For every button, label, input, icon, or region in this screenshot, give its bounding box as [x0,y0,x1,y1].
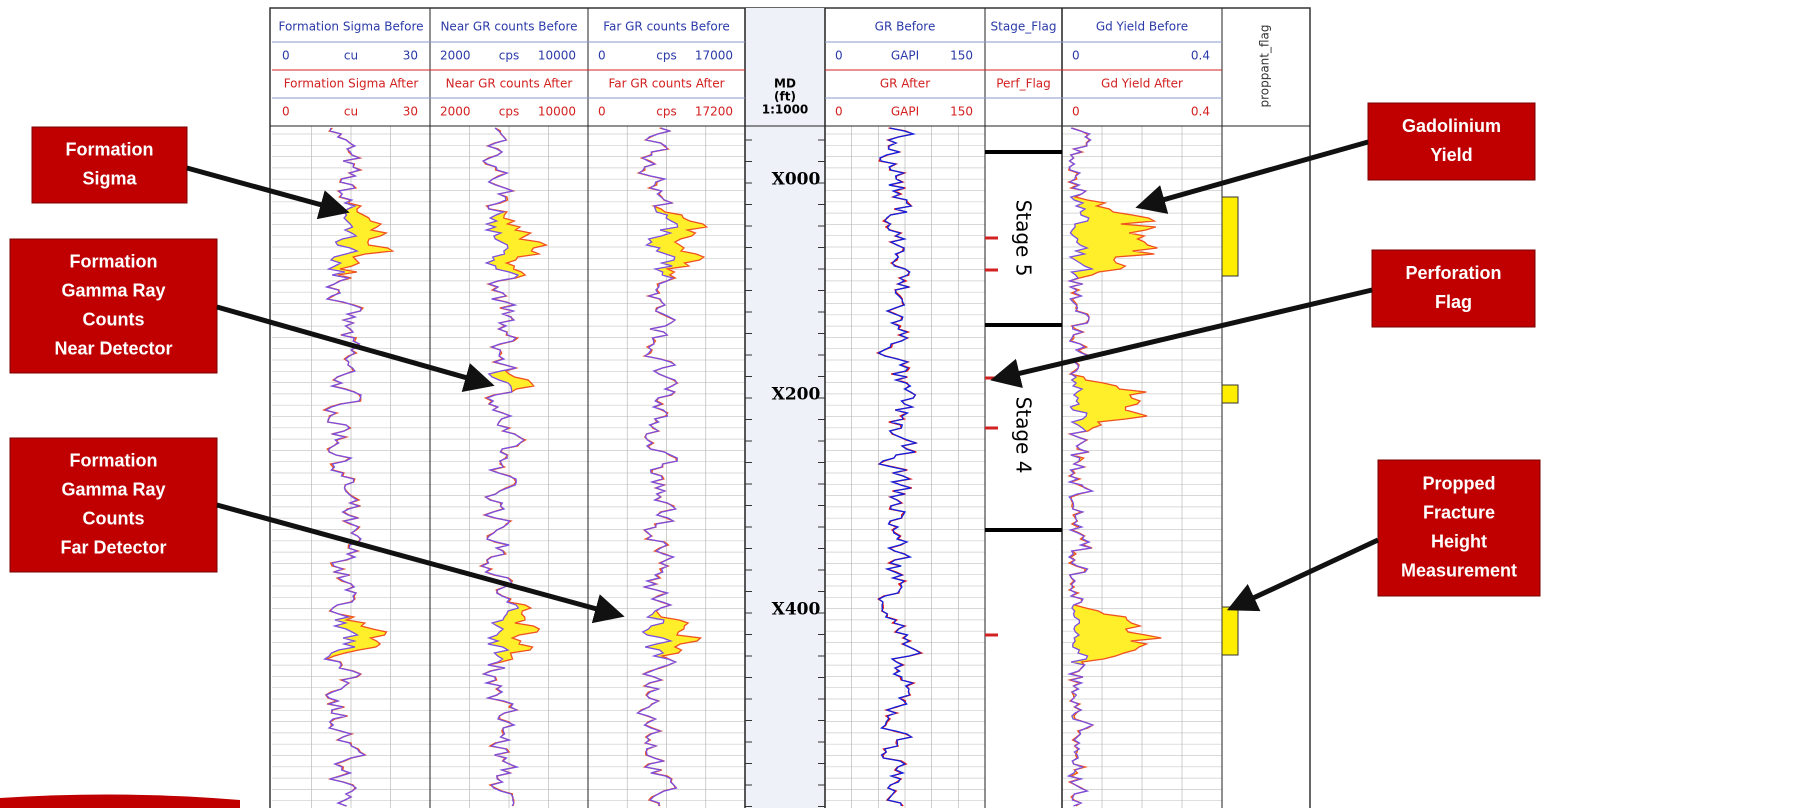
depth-header: MD [774,77,796,91]
annotation-box [1377,459,1541,597]
scale-label: cps [499,49,519,63]
scale-label: cps [656,105,676,119]
stage-label: Stage 5 [1012,200,1036,277]
scale-label: 0 [835,105,843,119]
annotation-arrow [1135,139,1369,214]
track-title: GR Before [875,20,936,34]
decor-swoosh [0,794,240,808]
scale-label: GAPI [891,105,919,119]
track-title: Perf_Flag [996,77,1051,91]
annotation-text: Formation [66,139,154,159]
scale-label: 0.4 [1191,105,1210,119]
annotations: Formation Sigma Formation Gamma Ray Counts Ne… [9,102,1541,624]
annotation-text: Yield [1430,145,1472,165]
scale-label: cps [656,49,676,63]
proppant-flag [1221,196,1239,277]
annotation-text: Formation [70,450,158,470]
curve-after [636,127,709,807]
track-title: GR After [880,77,930,91]
scale-label: 0.4 [1191,49,1210,63]
depth-header: 1:1000 [762,103,809,117]
annotation-text: Gamma Ray [61,479,165,499]
track-title: Near GR counts After [446,77,573,91]
annotation-text: Counts [83,309,145,329]
scale-label: 150 [950,49,973,63]
track-title: Near GR counts Before [440,20,577,34]
scale-label: cu [344,105,358,119]
annotation-text: Perforation [1405,263,1501,283]
proppant-flag [1221,384,1239,404]
curve-before [635,127,679,807]
annotation-text: Gadolinium [1402,116,1501,136]
scale-label: 10000 [538,49,576,63]
annotation-box [9,238,218,374]
scale-label: 0 [282,105,290,119]
scale-label: 17000 [695,49,733,63]
annotation-text: Measurement [1401,560,1517,580]
annotation-text: Far Detector [60,537,166,557]
annotation-box [9,437,218,573]
curve-before [1066,127,1095,807]
fill-between [1068,128,1162,806]
scale-label: 0 [835,49,843,63]
track-title: Far GR counts Before [603,20,730,34]
curves [321,127,1162,807]
scale-label: 2000 [440,105,471,119]
annotation-box [1371,249,1536,328]
curve-before [323,127,367,807]
annotation-arrow [1226,537,1380,612]
proppant-flag [1221,606,1239,656]
annotation-text: Height [1431,531,1487,551]
header: Formation Sigma Before Formation Sigma Af… [270,8,1310,808]
track-title: Gd Yield Before [1096,20,1188,34]
scale-label: GAPI [891,49,919,63]
annotation-text: Propped [1422,473,1495,493]
scale-label: cps [499,105,519,119]
track-title: Stage_Flag [991,20,1057,34]
scale-label: 2000 [440,49,471,63]
annotation-arrow [216,304,495,392]
scale-label: 30 [403,49,418,63]
annotation-text: Formation [70,251,158,271]
depth-header: (ft) [774,90,796,104]
annotation-text: Sigma [82,168,137,188]
annotation-text: Counts [83,508,145,528]
annotation-text: Flag [1435,292,1472,312]
annotation-text: Gamma Ray [61,280,165,300]
annotation-arrow [990,287,1373,388]
annotation-arrow [186,165,350,220]
scale-label: 150 [950,105,973,119]
scale-label: 0 [282,49,290,63]
track-title: proppant_flag [1258,24,1272,107]
annotation-box [31,126,188,204]
scale-label: 0 [598,49,606,63]
annotation-arrow [216,502,625,624]
scale-label: 17200 [695,105,733,119]
scale-label: cu [344,49,358,63]
depth-track [745,8,825,808]
depth-label: X000 [772,170,821,190]
stage-label: Stage 4 [1012,397,1036,474]
curve-before [480,127,525,807]
fill-between [637,128,707,806]
scale-label: 0 [598,105,606,119]
scale-label: 0 [1072,49,1080,63]
annotation-text: Near Detector [54,338,172,358]
depth-label: X200 [772,385,821,405]
track-title: Gd Yield After [1101,77,1183,91]
track-title: Far GR counts After [608,77,724,91]
curve-before [877,127,922,807]
scale-label: 10000 [538,105,576,119]
track-title: Formation Sigma After [284,77,419,91]
scale-label: 0 [1072,105,1080,119]
annotation-box [1367,102,1536,181]
track-title: Formation Sigma Before [278,20,423,34]
fill-between [480,128,547,806]
annotation-text: Fracture [1423,502,1495,522]
depth-label: X400 [772,600,821,620]
scale-label: 30 [403,105,418,119]
